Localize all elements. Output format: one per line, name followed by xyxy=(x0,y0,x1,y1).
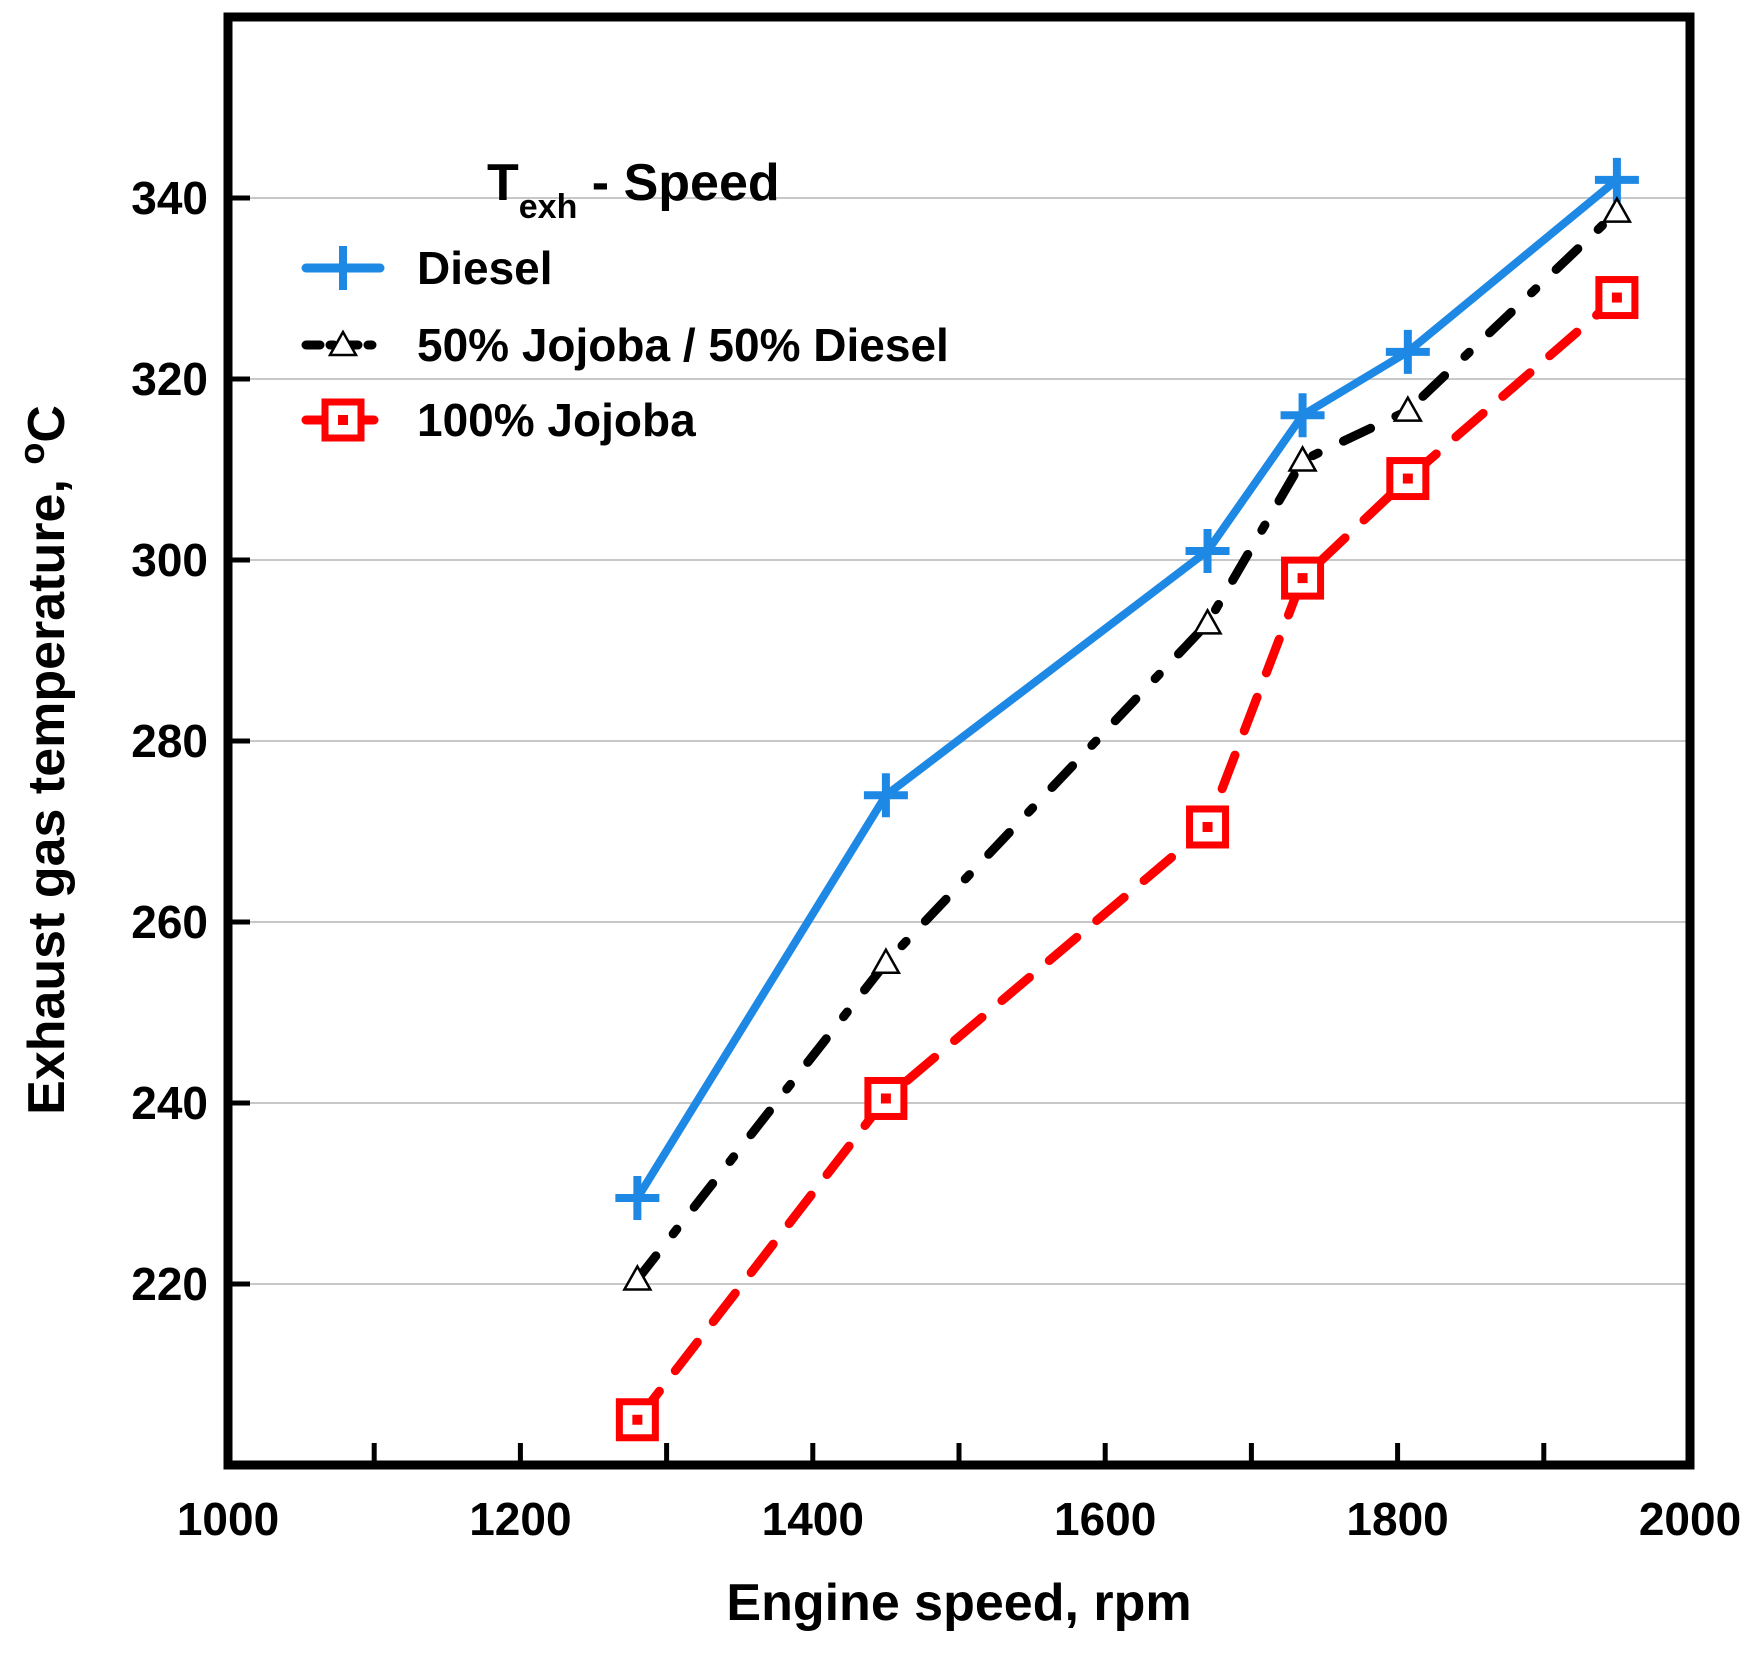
x-tick-label-1800: 1800 xyxy=(1346,1493,1448,1545)
x-axis-title: Engine speed, rpm xyxy=(726,1574,1191,1632)
series-1-point-3 xyxy=(1287,444,1318,472)
series-2-point-3 xyxy=(1281,556,1325,600)
series-0-point-1 xyxy=(863,773,908,818)
legend-title-rest: - Speed xyxy=(577,154,779,212)
series-1-point-5 xyxy=(1601,196,1633,223)
y-tick-label-220: 220 xyxy=(131,1258,208,1310)
legend-title-main: T xyxy=(487,154,519,212)
x-tick-label-1200: 1200 xyxy=(469,1493,571,1545)
series-1-point-2 xyxy=(1192,607,1223,635)
legend: Texh - Speed Diesel 50% Jojoba / 50% Diese… xyxy=(301,154,949,446)
series-2-point-1 xyxy=(864,1076,908,1120)
x-tick-label-2000: 2000 xyxy=(1639,1493,1741,1545)
series-layer xyxy=(615,157,1639,1442)
series-0-point-0 xyxy=(615,1176,660,1221)
legend-label-2: 100% Jojoba xyxy=(417,394,696,446)
series-0-point-4 xyxy=(1385,329,1430,374)
axes: 220 240 260 280 300 320 340 1000 1200 1400 1600 180… xyxy=(131,172,1741,1545)
x-tick-label-1000: 1000 xyxy=(177,1493,279,1545)
y-axis-title-unit: C xyxy=(18,405,76,443)
y-axis-title-main: Exhaust gas temperature, xyxy=(18,465,76,1115)
y-tick-label-320: 320 xyxy=(131,353,208,405)
series-line-0 xyxy=(633,175,1621,1203)
series-line-1 xyxy=(632,207,1622,1284)
y-tick-label-280: 280 xyxy=(131,715,208,767)
series-2-point-4 xyxy=(1386,457,1430,501)
series-line-2 xyxy=(632,293,1622,1425)
series-0-point-2 xyxy=(1185,528,1230,573)
series-0-point-3 xyxy=(1280,393,1325,438)
legend-marker-2 xyxy=(321,398,365,442)
x-tick-label-1400: 1400 xyxy=(762,1493,864,1545)
series-2-point-2 xyxy=(1186,805,1230,849)
series-1-point-4 xyxy=(1392,395,1423,422)
series-2-point-5 xyxy=(1595,276,1639,320)
y-tick-label-300: 300 xyxy=(131,534,208,586)
legend-marker-0 xyxy=(321,246,365,290)
series-0-point-5 xyxy=(1594,157,1639,202)
gridlines xyxy=(228,197,1690,1285)
legend-marker-1 xyxy=(327,329,359,357)
legend-title-sub: exh xyxy=(519,188,578,226)
series-2-point-0 xyxy=(615,1398,659,1442)
legend-title: Texh - Speed xyxy=(487,154,780,226)
x-tick-label-1600: 1600 xyxy=(1054,1493,1156,1545)
series-1-point-0 xyxy=(622,1263,653,1291)
y-axis-title: Exhaust gas temperature, oC xyxy=(11,405,76,1115)
legend-label-1: 50% Jojoba / 50% Diesel xyxy=(417,319,949,371)
legend-label-0: Diesel xyxy=(417,242,553,294)
series-1-point-1 xyxy=(870,947,902,974)
y-tick-label-240: 240 xyxy=(131,1077,208,1129)
y-tick-label-260: 260 xyxy=(131,896,208,948)
y-tick-label-340: 340 xyxy=(131,172,208,224)
y-axis-title-sup: o xyxy=(11,443,52,465)
